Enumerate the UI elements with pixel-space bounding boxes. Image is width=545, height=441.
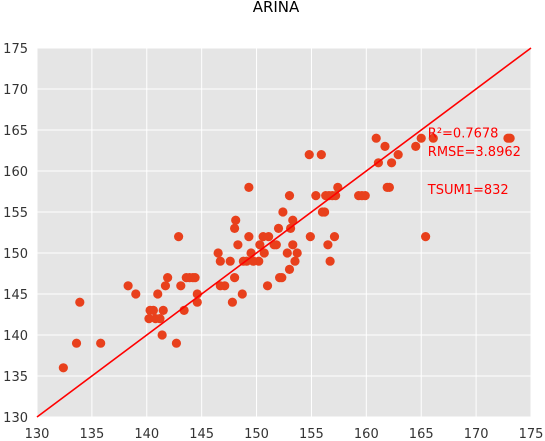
x-tick-label: 170	[464, 427, 489, 441]
y-tick-label: 155	[3, 206, 28, 221]
data-point	[329, 232, 340, 242]
data-point	[292, 248, 302, 258]
x-axis-ticks: 130 135 140 145 150 155 160 165 170 175	[25, 427, 544, 441]
data-point	[282, 248, 292, 258]
data-point	[254, 256, 264, 266]
data-point	[148, 305, 158, 315]
data-point	[131, 289, 141, 299]
data-point	[213, 248, 223, 258]
data-point	[158, 305, 168, 315]
y-tick-label: 175	[3, 42, 28, 57]
data-point	[220, 281, 230, 291]
data-point	[262, 281, 273, 291]
x-tick-label: 130	[25, 427, 50, 441]
data-point	[278, 207, 288, 217]
y-tick-label: 145	[3, 288, 28, 303]
data-point	[288, 215, 298, 225]
data-point	[273, 223, 284, 233]
data-point	[237, 289, 247, 299]
x-tick-label: 135	[79, 427, 104, 441]
x-tick-label: 175	[519, 427, 544, 441]
data-point	[284, 264, 295, 274]
data-point	[323, 240, 333, 250]
data-point	[71, 338, 82, 348]
x-tick-label: 165	[409, 427, 434, 441]
data-point	[153, 289, 163, 299]
data-point	[271, 240, 281, 250]
data-point	[384, 182, 394, 192]
annotation-tsum: TSUM1=832	[427, 183, 509, 198]
data-point	[259, 248, 269, 258]
y-tick-label: 165	[3, 124, 28, 139]
data-point	[316, 150, 326, 160]
data-point	[96, 338, 106, 348]
y-tick-label: 170	[3, 83, 28, 98]
scatter-points	[58, 133, 515, 373]
data-point	[171, 338, 182, 348]
data-point	[264, 232, 274, 242]
data-point	[176, 281, 186, 291]
x-tick-label: 140	[134, 427, 159, 441]
data-point	[163, 273, 173, 283]
data-point	[155, 314, 165, 324]
data-point	[288, 240, 298, 250]
chart-title: ARINA	[253, 0, 300, 16]
data-point	[160, 281, 171, 291]
data-point	[305, 232, 315, 242]
data-point	[290, 256, 300, 266]
data-point	[416, 133, 426, 143]
data-point	[311, 191, 321, 201]
data-point	[255, 240, 265, 250]
x-tick-label: 155	[299, 427, 324, 441]
y-tick-label: 135	[3, 370, 28, 385]
data-point	[325, 256, 335, 266]
data-point	[393, 150, 403, 160]
annotation-r2: R²=0.7678	[428, 126, 499, 141]
data-point	[231, 215, 241, 225]
data-point	[174, 232, 184, 242]
x-tick-label: 150	[244, 427, 269, 441]
x-tick-label: 145	[189, 427, 214, 441]
data-point	[157, 330, 167, 340]
data-point	[144, 314, 154, 324]
data-point	[190, 273, 200, 283]
data-point	[244, 182, 254, 192]
data-point	[215, 256, 225, 266]
y-tick-label: 140	[3, 329, 28, 344]
data-point	[123, 281, 133, 291]
data-point	[75, 297, 85, 307]
y-tick-label: 150	[3, 247, 28, 262]
data-point	[304, 150, 314, 160]
data-point	[225, 256, 235, 266]
data-point	[371, 133, 381, 143]
data-point	[284, 191, 295, 201]
data-point	[277, 273, 287, 283]
data-point	[244, 232, 254, 242]
y-tick-label: 130	[3, 411, 28, 426]
fit-line	[36, 47, 532, 418]
data-point	[360, 191, 370, 201]
data-point	[58, 363, 68, 373]
data-point	[320, 207, 330, 217]
data-point	[227, 297, 238, 307]
data-point	[230, 223, 240, 233]
data-point	[421, 232, 431, 242]
data-point	[233, 240, 243, 250]
data-point	[386, 158, 397, 168]
data-point	[380, 141, 390, 151]
y-tick-label: 160	[3, 165, 28, 180]
y-axis-ticks: 130 135 140 145 150 155 160 165 170 175	[3, 42, 28, 426]
data-point	[230, 273, 240, 283]
data-point	[428, 133, 438, 143]
data-point	[411, 141, 421, 151]
data-point	[505, 133, 515, 143]
annotations: R²=0.7678 RMSE=3.8962 TSUM1=832	[427, 126, 521, 198]
annotation-rmse: RMSE=3.8962	[428, 145, 521, 160]
data-point	[330, 191, 341, 201]
x-tick-label: 160	[354, 427, 379, 441]
